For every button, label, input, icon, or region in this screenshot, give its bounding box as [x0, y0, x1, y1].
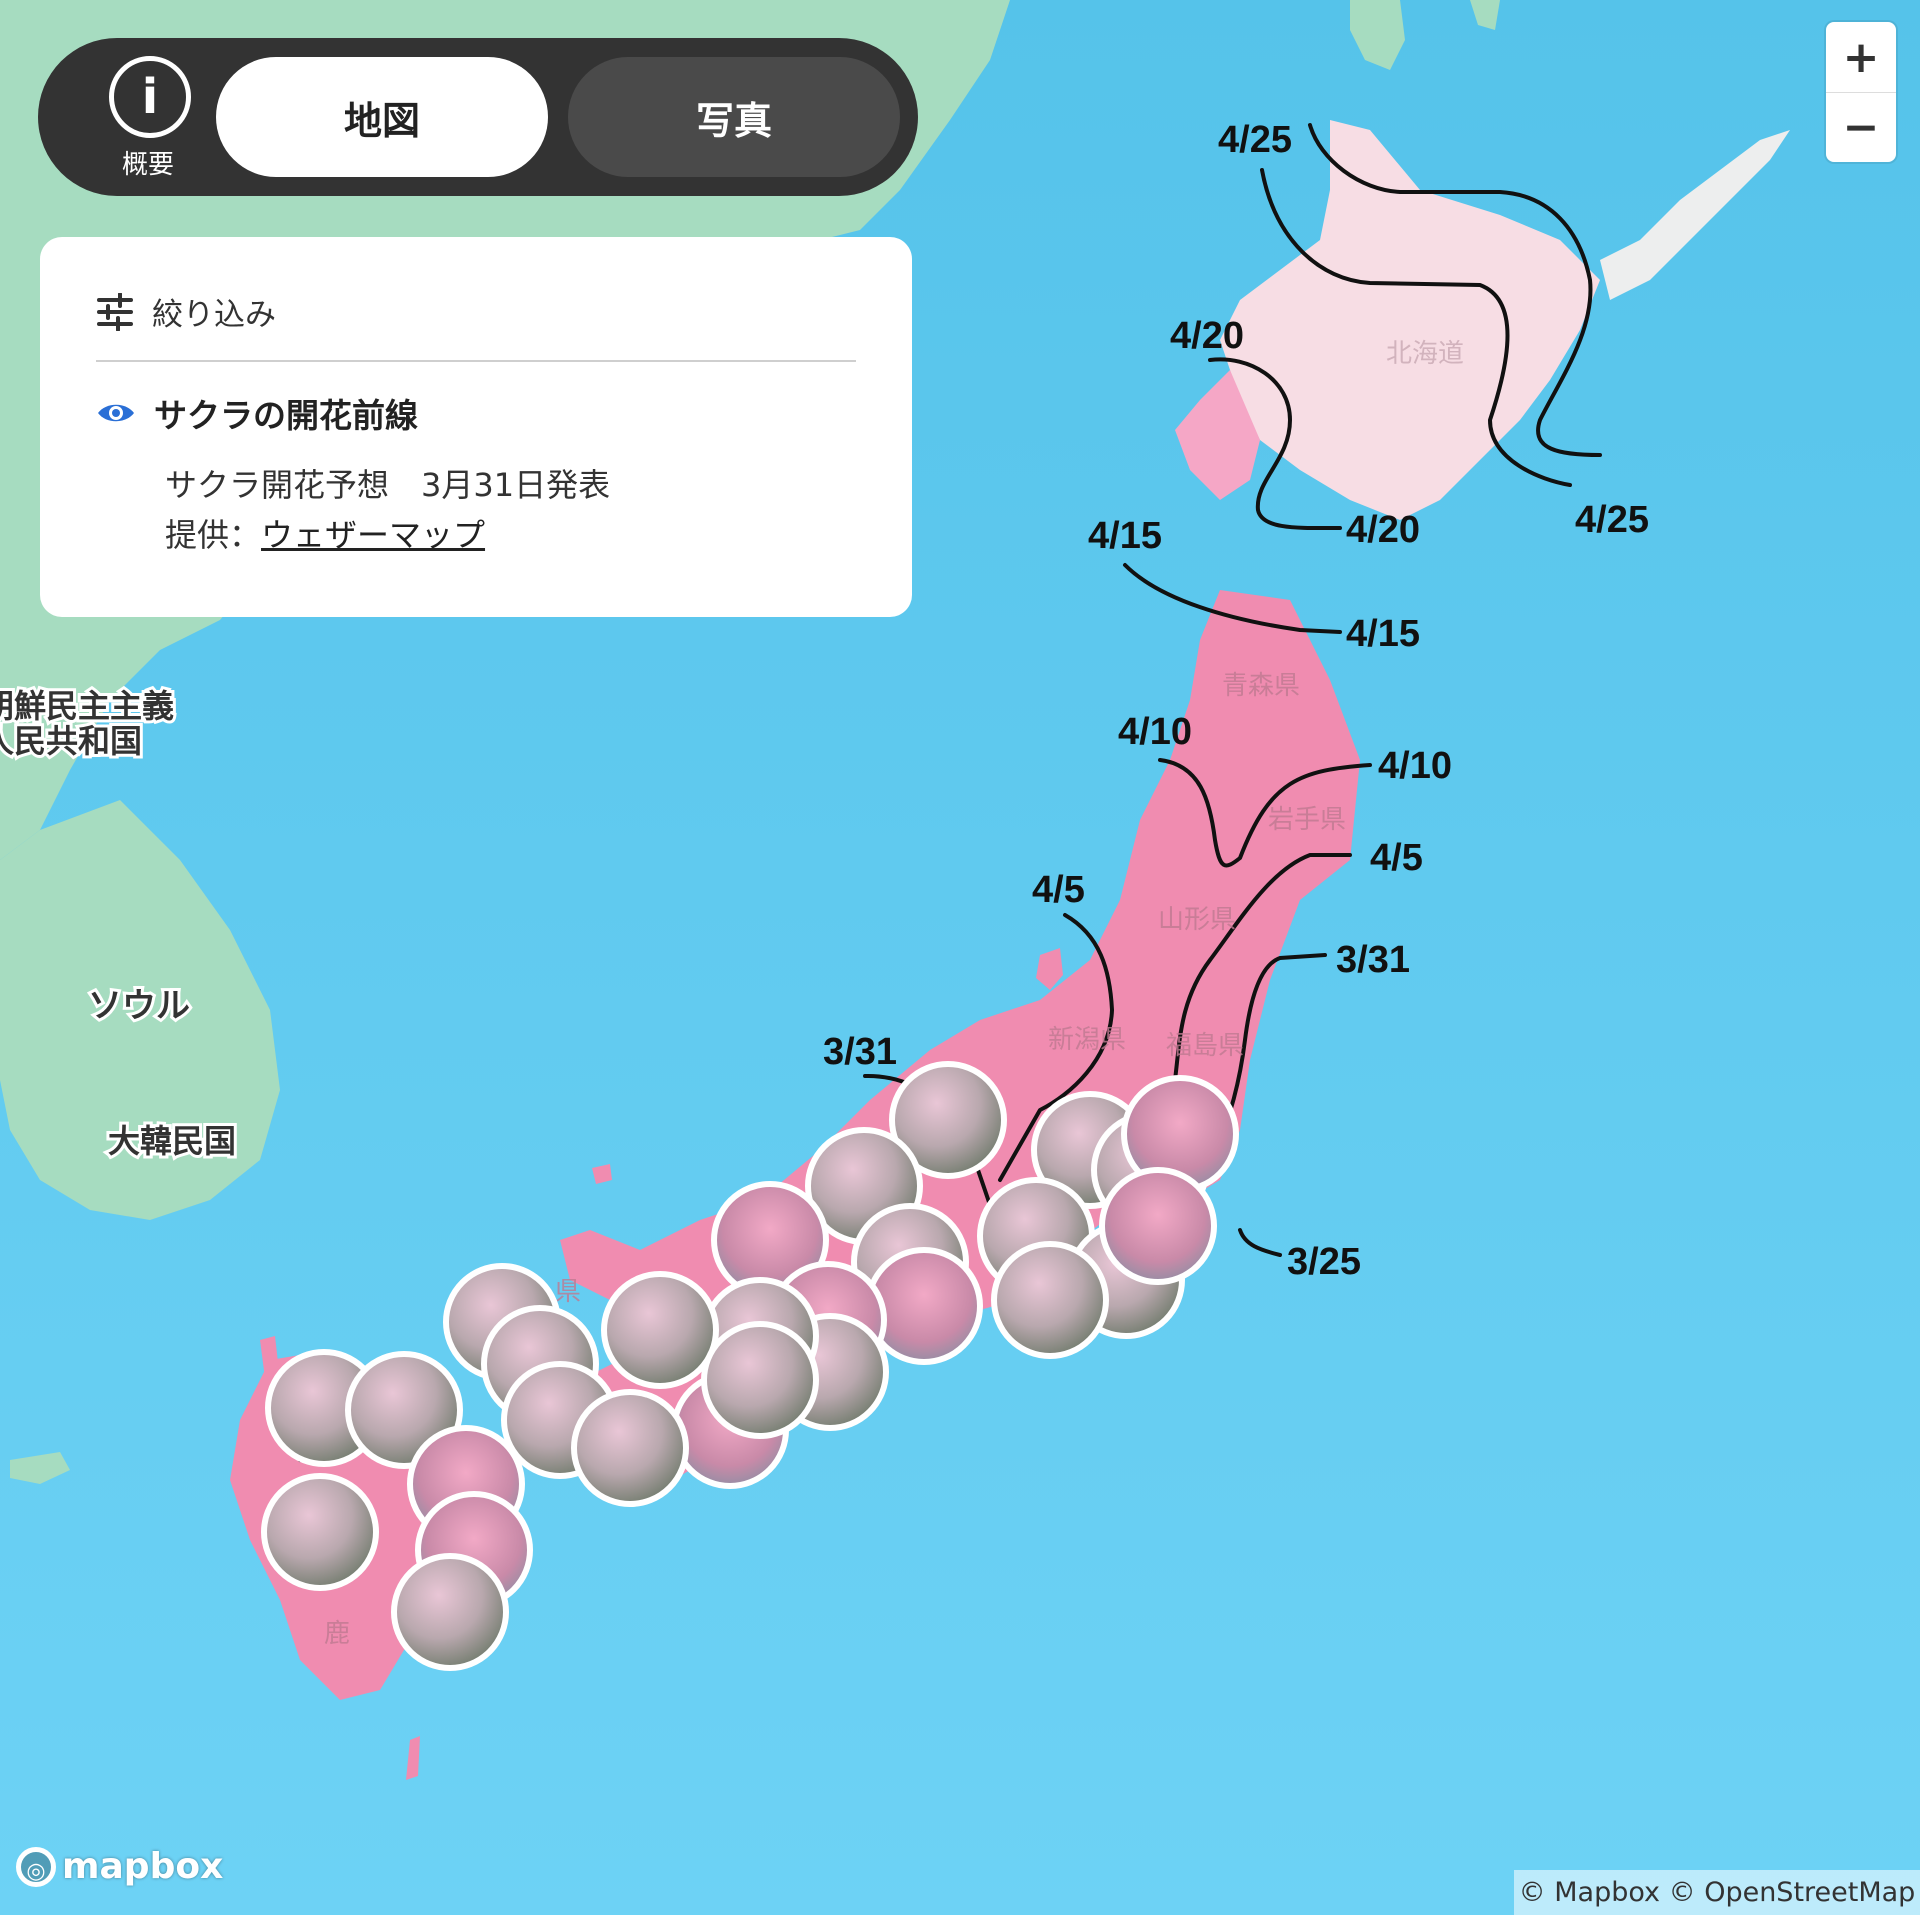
front-label-4-20-left: 4/20	[1170, 315, 1244, 357]
front-label-4-5-left: 4/5	[1032, 869, 1085, 911]
provider-row: 提供：ウェザーマップ	[165, 510, 485, 556]
front-label-4-10-left: 4/10	[1118, 711, 1192, 753]
front-label-3-31-right: 3/31	[1336, 939, 1410, 981]
info-icon: i	[109, 56, 191, 138]
filter-panel: 絞り込み サクラの開花前線 サクラ開花予想 3月31日発表 提供：ウェザーマップ	[40, 237, 912, 617]
kuril-islands	[1600, 130, 1790, 300]
layer-toggle-sakura-front[interactable]: サクラの開花前線	[96, 389, 418, 437]
filter-label: 絞り込み	[152, 297, 276, 333]
label-hokkaido: 北海道	[1386, 339, 1464, 369]
front-line-4-25-b	[1260, 168, 1572, 487]
front-label-4-10-right: 4/10	[1378, 745, 1452, 787]
front-line-4-25	[1308, 123, 1602, 457]
label-iwate: 岩手県	[1268, 805, 1346, 835]
label-seoul: ソウル	[88, 986, 190, 1026]
eye-icon[interactable]	[96, 400, 136, 426]
sliders-icon	[97, 292, 133, 331]
front-label-4-25-right: 4/25	[1575, 499, 1649, 541]
photo-marker[interactable]	[889, 1061, 1007, 1179]
layer-name: サクラの開花前線	[154, 396, 418, 435]
zoom-in-button[interactable]: +	[1826, 22, 1896, 93]
hokkaido-southwest	[1175, 370, 1260, 500]
photo-markers	[261, 1061, 1239, 1671]
map-attribution: © Mapbox © OpenStreetMap	[1514, 1870, 1920, 1915]
photo-marker[interactable]	[1099, 1167, 1217, 1285]
front-line-4-10	[1158, 758, 1372, 868]
overview-button[interactable]: i 概要	[93, 56, 203, 184]
panel-divider	[96, 360, 856, 362]
korean-peninsula	[0, 800, 280, 1220]
jeju-island	[10, 1452, 70, 1484]
front-line-4-20	[1208, 357, 1342, 531]
front-label-4-20-right: 4/20	[1346, 509, 1420, 551]
tab-map[interactable]: 地図	[216, 57, 548, 177]
sado-island	[1036, 948, 1063, 990]
mainland-landmass	[0, 0, 1010, 860]
photo-marker[interactable]	[261, 1473, 379, 1591]
mapbox-logo[interactable]: ◎ mapbox	[16, 1846, 223, 1887]
label-kagoshima-partial: 鹿	[324, 1619, 350, 1649]
zoom-controls: + −	[1826, 22, 1896, 162]
photo-marker[interactable]	[991, 1241, 1109, 1359]
photo-marker[interactable]	[391, 1553, 509, 1671]
front-label-3-31-left: 3/31	[823, 1031, 897, 1073]
overview-label: 概要	[121, 150, 174, 180]
zoom-out-button[interactable]: −	[1842, 101, 1880, 153]
forecast-text: サクラ開花予想 3月31日発表	[165, 466, 611, 504]
top-navigation-bar: i 概要 地図 写真	[38, 38, 918, 196]
tsushima-island	[260, 1336, 280, 1386]
filter-toggle[interactable]: 絞り込み	[96, 289, 276, 334]
tab-photos[interactable]: 写真	[568, 57, 900, 177]
oki-island	[592, 1164, 612, 1184]
front-label-4-15-right: 4/15	[1346, 613, 1420, 655]
front-label-4-25-top: 4/25	[1218, 119, 1292, 161]
sakhalin-tip	[1470, 0, 1500, 30]
label-fukushima: 福島県	[1166, 1031, 1244, 1061]
front-line-4-5	[998, 913, 1114, 1182]
front-line-3-25	[1238, 1228, 1282, 1257]
provider-prefix: 提供：	[165, 516, 262, 554]
front-line-4-15	[1123, 563, 1342, 634]
sakhalin-island	[1350, 0, 1405, 70]
hokkaido-island	[1220, 120, 1600, 520]
label-aomori: 青森県	[1222, 671, 1300, 701]
label-prefecture-partial: 県	[555, 1277, 581, 1307]
label-north-korea-1: 朝鮮民主主義	[0, 687, 174, 725]
label-south-korea: 大韓民国	[108, 1122, 236, 1160]
mapbox-logo-text: mapbox	[62, 1846, 224, 1887]
photo-marker[interactable]	[701, 1321, 819, 1439]
photo-marker[interactable]	[571, 1389, 689, 1507]
label-north-korea-2: 人民共和国	[0, 722, 142, 760]
front-label-4-15-left: 4/15	[1088, 515, 1162, 557]
mapbox-logo-icon: ◎	[16, 1846, 56, 1887]
front-label-4-5-right: 4/5	[1370, 837, 1423, 879]
label-yamagata: 山形県	[1158, 905, 1236, 935]
photo-marker[interactable]	[601, 1271, 719, 1389]
tanegashima-island	[406, 1736, 420, 1780]
front-label-3-25-right: 3/25	[1287, 1241, 1361, 1283]
sakura-front-lines	[292, 123, 1602, 1462]
provider-link[interactable]: ウェザーマップ	[261, 516, 486, 554]
attribution-link[interactable]: © Mapbox © OpenStreetMap	[1518, 1877, 1916, 1908]
label-niigata: 新潟県	[1048, 1025, 1126, 1055]
